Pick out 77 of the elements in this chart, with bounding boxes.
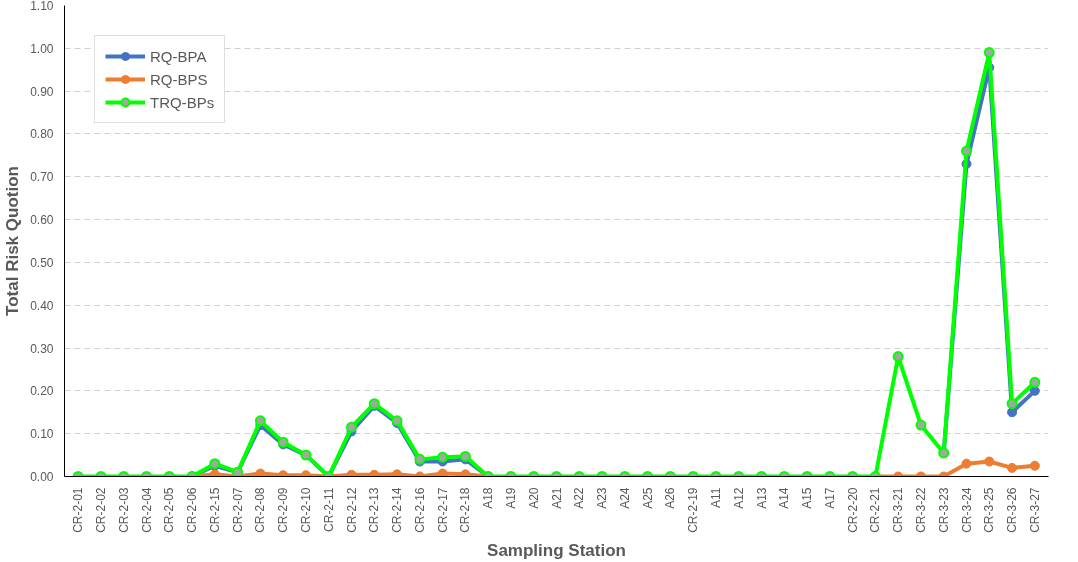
x-tick-label: A25 (640, 487, 655, 509)
point (1006, 398, 1018, 410)
x-tick-label: CR-3-21 (891, 487, 906, 533)
x-tick-label: CR-2-07 (230, 487, 245, 533)
x-tick-label: A19 (503, 487, 518, 509)
x-tick-label: A14 (777, 487, 792, 509)
x-tick-label: CR-2-11 (321, 487, 336, 532)
x-tick-label: A20 (526, 487, 541, 509)
x-tick-label: CR-2-15 (207, 487, 222, 533)
point (983, 47, 995, 59)
x-tick-label: CR-2-02 (93, 487, 108, 533)
point (255, 468, 266, 477)
x-tick-label: A17 (822, 487, 837, 509)
y-axis-title: Total Risk Quotion (3, 166, 23, 316)
x-tick-label: CR-3-26 (1005, 487, 1020, 533)
x-tick-label: CR-2-05 (162, 487, 177, 533)
x-tick-label: CR-3-23 (936, 487, 951, 533)
legend-label: RQ-BPS (150, 70, 208, 88)
x-tick-label: CR-2-06 (185, 487, 200, 533)
point (984, 456, 995, 467)
x-tick-label: A22 (572, 487, 587, 509)
point (915, 419, 927, 431)
point (1029, 376, 1041, 388)
point (459, 450, 471, 462)
x-tick-label: CR-2-10 (298, 487, 313, 533)
x-tick-label: CR-2-08 (253, 487, 268, 533)
x-tick-label: CR-3-27 (1027, 487, 1042, 533)
y-tick-label: 0.90 (30, 84, 54, 99)
point (346, 421, 357, 433)
x-tick-label: A18 (481, 487, 496, 509)
y-tick-label: 0.00 (30, 470, 54, 484)
x-tick-label: CR-2-19 (686, 487, 701, 533)
x-tick-label: CR-2-16 (412, 487, 427, 533)
point (437, 468, 448, 477)
x-tick-label: CR-2-17 (435, 487, 450, 533)
x-tick-label: CR-3-25 (982, 487, 997, 533)
x-tick-label: A11 (708, 487, 723, 508)
x-tick-label: CR-2-18 (458, 487, 473, 533)
x-tick-label: A24 (617, 487, 632, 509)
y-tick-label: 0.40 (30, 298, 54, 313)
point (961, 458, 972, 469)
x-tick-label: CR-3-24 (959, 487, 974, 533)
point (1007, 407, 1018, 418)
x-tick-label: CR-2-13 (367, 487, 382, 533)
x-tick-label: CR-2-04 (139, 487, 154, 533)
x-axis-title: Sampling Station (487, 540, 626, 560)
x-tick-label: A26 (663, 487, 678, 509)
y-tick-label: 0.60 (30, 213, 54, 228)
x-tick-label: CR-2-09 (276, 487, 291, 533)
legend-label: TRQ-BPs (150, 93, 215, 111)
y-tick-label: 0.50 (30, 255, 54, 270)
point (892, 351, 904, 363)
y-tick-label: 1.10 (30, 0, 54, 13)
x-tick-label: CR-2-20 (845, 487, 860, 533)
x-tick-label: CR-2-01 (71, 487, 86, 533)
x-tick-label: A13 (754, 487, 769, 509)
point (254, 415, 266, 427)
y-tick-label: 0.30 (30, 341, 54, 356)
point (961, 145, 972, 157)
y-tick-label: 0.80 (30, 127, 54, 142)
y-tick-label: 0.20 (30, 384, 54, 399)
point (1007, 462, 1018, 473)
x-tick-label: CR-2-21 (868, 487, 883, 533)
x-tick-label: A21 (549, 487, 564, 509)
x-tick-label: CR-2-03 (116, 487, 131, 533)
legend-label: RQ-BPA (150, 47, 207, 65)
x-tick-label: A15 (800, 487, 815, 509)
x-tick-label: CR-2-12 (344, 487, 359, 533)
y-tick-label: 1.00 (30, 41, 54, 56)
x-tick-label: CR-3-22 (913, 487, 928, 533)
point (437, 451, 449, 463)
point (1029, 460, 1040, 471)
x-tick-label: A23 (595, 487, 610, 509)
x-tick-label: A12 (731, 487, 746, 509)
x-tick-label: CR-2-14 (390, 487, 405, 533)
y-tick-label: 0.10 (30, 427, 54, 442)
y-tick-label: 0.70 (30, 170, 54, 185)
